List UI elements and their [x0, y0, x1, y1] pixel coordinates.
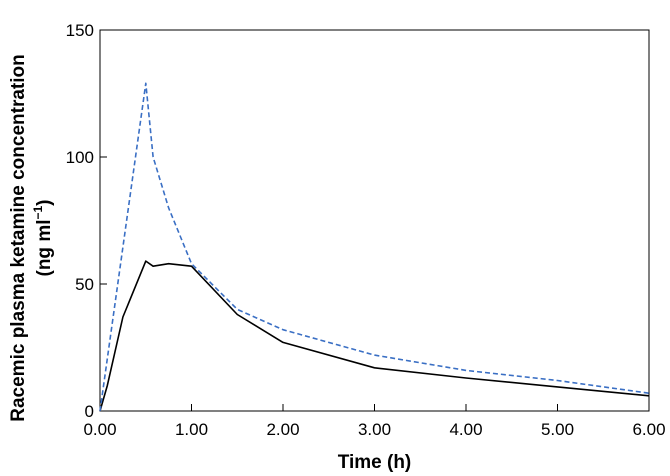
y-axis-title-unit: (ng ml [34, 220, 55, 277]
y-tick-label: 100 [66, 148, 94, 167]
x-axis-title: Time (h) [338, 452, 412, 473]
plot-frame [99, 29, 650, 412]
x-tick-label: 2.00 [266, 420, 299, 439]
x-tick-label: 6.00 [632, 420, 665, 439]
y-tick-label: 0 [85, 402, 94, 421]
x-tick-label: 1.00 [175, 420, 208, 439]
x-tick-label: 0.00 [83, 420, 116, 439]
y-tick-label: 50 [75, 275, 94, 294]
y-axis-title-line2: (ng ml−1) [31, 199, 55, 276]
y-axis-title-line1: Racemic plasma ketamine concentration [8, 54, 29, 421]
y-axis-title: Racemic plasma ketamine concentration (n… [8, 54, 55, 421]
solid-series-line [99, 260, 650, 412]
y-axis-title-exponent: −1 [31, 206, 45, 220]
x-tick-label: 5.00 [541, 420, 574, 439]
y-tick-label: 150 [66, 21, 94, 40]
dashed-series-line [99, 82, 650, 412]
series-group [99, 82, 650, 412]
x-tick-label: 4.00 [449, 420, 482, 439]
y-axis-ticks: 0 50 100 150 [66, 21, 107, 421]
x-axis-ticks: 0.00 1.00 2.00 3.00 4.00 5.00 6.00 [83, 404, 666, 439]
y-axis-title-close: ) [34, 199, 55, 205]
x-tick-label: 3.00 [358, 420, 391, 439]
